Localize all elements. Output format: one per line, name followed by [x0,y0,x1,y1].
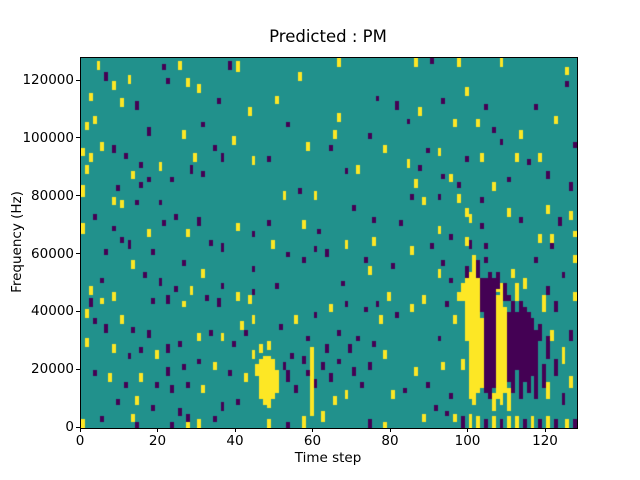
x-tick-label: 40 [226,433,244,449]
y-tick-mark [76,137,80,139]
y-tick-mark [76,79,80,81]
y-axis-label: Frequency (Hz) [9,191,25,293]
y-tick-label: 120000 [22,72,74,89]
y-tick-label: 60000 [31,245,74,262]
y-tick-label: 80000 [31,187,74,204]
chart-title: Predicted : PM [269,27,387,46]
y-tick-label: 40000 [31,303,74,320]
x-tick-label: 20 [148,433,167,449]
plot-area [80,57,578,429]
y-tick-label: 100000 [22,129,74,146]
x-tick-label: 80 [381,433,399,449]
y-tick-mark [76,426,80,428]
x-tick-label: 120 [532,433,558,449]
x-tick-label: 0 [75,433,85,449]
x-tick-mark [544,428,546,432]
x-tick-mark [467,428,468,432]
x-tick-mark [79,428,81,432]
heatmap-canvas [81,58,577,428]
x-tick-label: 100 [454,433,481,449]
x-tick-mark [234,428,236,432]
y-tick-label: 20000 [31,361,74,378]
x-tick-mark [389,428,391,432]
x-tick-mark [157,428,158,432]
y-tick-mark [76,310,80,312]
x-tick-label: 60 [303,433,322,449]
y-tick-mark [76,253,80,255]
y-tick-mark [76,368,80,370]
x-axis-label: Time step [294,450,362,466]
y-tick-label: 0 [65,419,74,435]
x-tick-mark [312,428,313,432]
y-tick-mark [76,195,80,197]
